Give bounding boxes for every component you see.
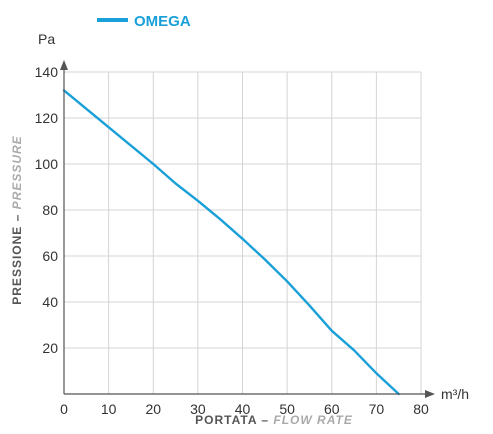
series-line-omega	[62, 89, 400, 396]
x-tick-label: 80	[413, 401, 429, 417]
y-tick-label: 20	[42, 340, 58, 356]
axes	[60, 60, 435, 398]
grid	[64, 71, 422, 394]
x-axis-arrow	[425, 390, 435, 398]
x-tick-label: 40	[235, 401, 251, 417]
legend-label: OMEGA	[134, 13, 191, 30]
y-axis-title: PRESSIONE – PRESSURE	[10, 135, 24, 304]
y-axis-arrow	[60, 60, 68, 70]
x-tick-label: 20	[145, 401, 161, 417]
y-tick-label: 140	[35, 64, 59, 80]
x-axis-title-separator: –	[257, 413, 273, 427]
x-tick-label: 0	[60, 401, 68, 417]
x-axis-title: PORTATA – FLOW RATE	[195, 413, 353, 427]
y-tick-label: 120	[35, 110, 59, 126]
x-axis-title-main: PORTATA	[195, 413, 257, 427]
y-tick-label: 40	[42, 294, 58, 310]
y-axis-title-separator: –	[10, 209, 24, 225]
series-layer	[62, 89, 400, 396]
legend: OMEGA	[97, 13, 191, 30]
y-tick-label: 100	[35, 156, 59, 172]
tick-labels: 0 10 20 30 40 50 60 70 80 20 40 60 80 100 120 140	[35, 64, 429, 417]
y-unit-label: Pa	[38, 31, 55, 47]
y-tick-label: 60	[42, 248, 58, 264]
x-unit-label: m³/h	[441, 386, 469, 402]
y-axis-title-sub: PRESSURE	[10, 135, 24, 209]
x-tick-label: 30	[190, 401, 206, 417]
x-axis-title-sub: FLOW RATE	[273, 413, 352, 427]
x-tick-label: 70	[369, 401, 385, 417]
x-tick-label: 50	[279, 401, 295, 417]
y-tick-label: 80	[42, 202, 58, 218]
x-tick-label: 10	[101, 401, 117, 417]
y-axis-title-main: PRESSIONE	[10, 226, 24, 305]
x-tick-label: 60	[324, 401, 340, 417]
